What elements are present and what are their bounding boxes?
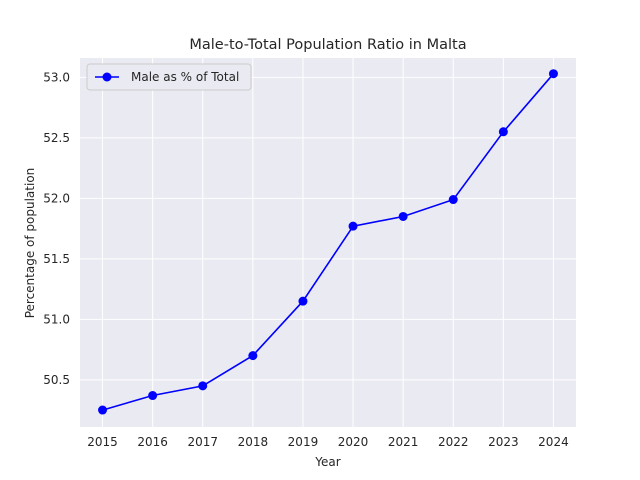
y-tick-label: 50.5 (43, 373, 70, 387)
data-point (398, 211, 408, 221)
x-tick-label: 2019 (288, 435, 319, 449)
x-axis-label: Year (314, 455, 340, 469)
x-tick-label: 2017 (187, 435, 218, 449)
x-tick-label: 2015 (87, 435, 118, 449)
y-axis-label: Percentage of population (23, 168, 37, 319)
y-tick-label: 51.5 (43, 252, 70, 266)
plot-area (80, 58, 576, 427)
data-point (248, 351, 258, 361)
legend-label: Male as % of Total (131, 70, 239, 84)
data-point (298, 296, 308, 306)
chart-title: Male-to-Total Population Ratio in Malta (189, 37, 466, 53)
x-tick-label: 2021 (388, 435, 419, 449)
legend-box (86, 63, 252, 91)
y-tick-label: 52.5 (43, 131, 70, 145)
y-tick-label: 51.0 (43, 312, 70, 326)
data-point (198, 381, 208, 391)
x-tick-label: 2023 (488, 435, 519, 449)
data-point (98, 405, 108, 415)
data-point (348, 221, 358, 231)
x-tick-label: 2016 (137, 435, 168, 449)
legend: Male as % of Total (86, 63, 252, 91)
y-tick-label: 53.0 (43, 70, 70, 84)
data-point (548, 69, 558, 79)
data-point (148, 391, 158, 401)
data-point (498, 127, 508, 137)
x-tick-label: 2024 (538, 435, 569, 449)
series-line (102, 73, 555, 411)
x-tick-label: 2022 (438, 435, 469, 449)
x-tick-label: 2018 (238, 435, 269, 449)
legend-marker-swatch (102, 72, 112, 82)
y-tick-label: 52.0 (43, 191, 70, 205)
data-point (448, 195, 458, 205)
x-tick-label: 2020 (338, 435, 369, 449)
